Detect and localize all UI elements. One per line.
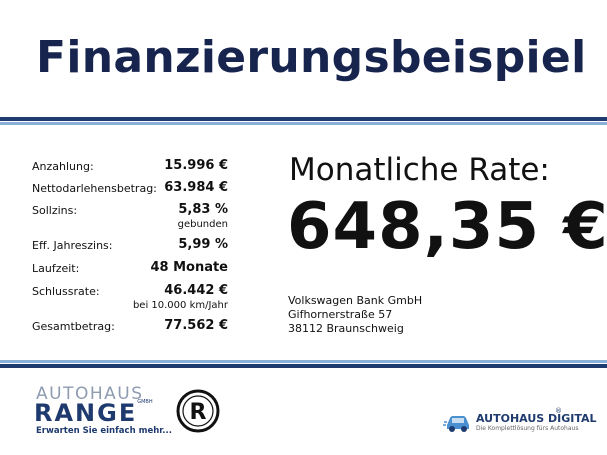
monthly-rate-value: 648,35 €	[287, 190, 607, 264]
detail-laufzeit: Laufzeit: 48 Monate	[32, 260, 228, 280]
autohaus-digital-logo: AUTOHAUS DIGITAL ® Die Komplettlösung fü…	[443, 407, 597, 436]
detail-label: Schlussrate:	[32, 285, 100, 298]
range-logo-wordmark: RANGE	[34, 399, 138, 427]
range-logo-main: RANGEGMBH	[34, 399, 153, 427]
detail-label: Eff. Jahreszins:	[32, 239, 113, 252]
detail-value: 5,83 %	[178, 202, 228, 217]
detail-label: Laufzeit:	[32, 262, 80, 275]
range-slogan: Erwarten Sie einfach mehr...	[36, 426, 172, 436]
detail-gesamtbetrag: Gesamtbetrag: 77.562 €	[32, 318, 228, 338]
range-logo-gmbh: GMBH	[137, 399, 153, 405]
monthly-rate-label: Monatliche Rate:	[289, 152, 550, 188]
page-title: Finanzierungsbeispiel	[36, 32, 587, 83]
autohaus-range-logo: AUTOHAUS RANGEGMBH Erwarten Sie einfach …	[34, 384, 172, 440]
bank-name: Volkswagen Bank GmbH	[288, 294, 423, 307]
autohaus-digital-name: AUTOHAUS DIGITAL	[476, 412, 597, 425]
detail-note: gebunden	[177, 219, 228, 230]
registered-mark: ®	[555, 407, 562, 415]
range-logo-top: AUTOHAUS	[36, 384, 144, 404]
detail-eff-jahreszins: Eff. Jahreszins: 5,99 %	[32, 237, 228, 257]
bank-street: Gifhornerstraße 57	[288, 308, 393, 321]
detail-value: 15.996 €	[164, 158, 228, 173]
divider-bottom-light	[0, 360, 607, 363]
divider-top-light	[0, 122, 607, 125]
detail-sollzins: Sollzins: 5,83 % gebunden	[32, 202, 228, 230]
detail-nettodarlehensbetrag: Nettodarlehensbetrag: 63.984 €	[32, 180, 228, 200]
detail-label: Anzahlung:	[32, 160, 94, 173]
detail-label: Sollzins:	[32, 204, 78, 217]
range-emblem-icon: R	[176, 389, 220, 433]
divider-bottom-dark	[0, 364, 607, 368]
detail-value: 48 Monate	[150, 260, 228, 275]
detail-label: Nettodarlehensbetrag:	[32, 182, 157, 195]
emblem-letter: R	[190, 400, 207, 425]
autohaus-digital-tagline: Die Komplettlösung fürs Autohaus	[476, 425, 579, 432]
detail-anzahlung: Anzahlung: 15.996 €	[32, 158, 228, 178]
detail-value: 63.984 €	[164, 180, 228, 195]
detail-value: 77.562 €	[164, 318, 228, 333]
detail-schlussrate: Schlussrate: 46.442 € bei 10.000 km/Jahr	[32, 283, 228, 311]
bank-city: 38112 Braunschweig	[288, 322, 404, 335]
detail-note: bei 10.000 km/Jahr	[132, 300, 228, 311]
detail-value: 5,99 %	[178, 237, 228, 252]
detail-label: Gesamtbetrag:	[32, 320, 115, 333]
car-icon	[443, 416, 469, 432]
detail-value: 46.442 €	[164, 283, 228, 298]
divider-top-dark	[0, 117, 607, 121]
